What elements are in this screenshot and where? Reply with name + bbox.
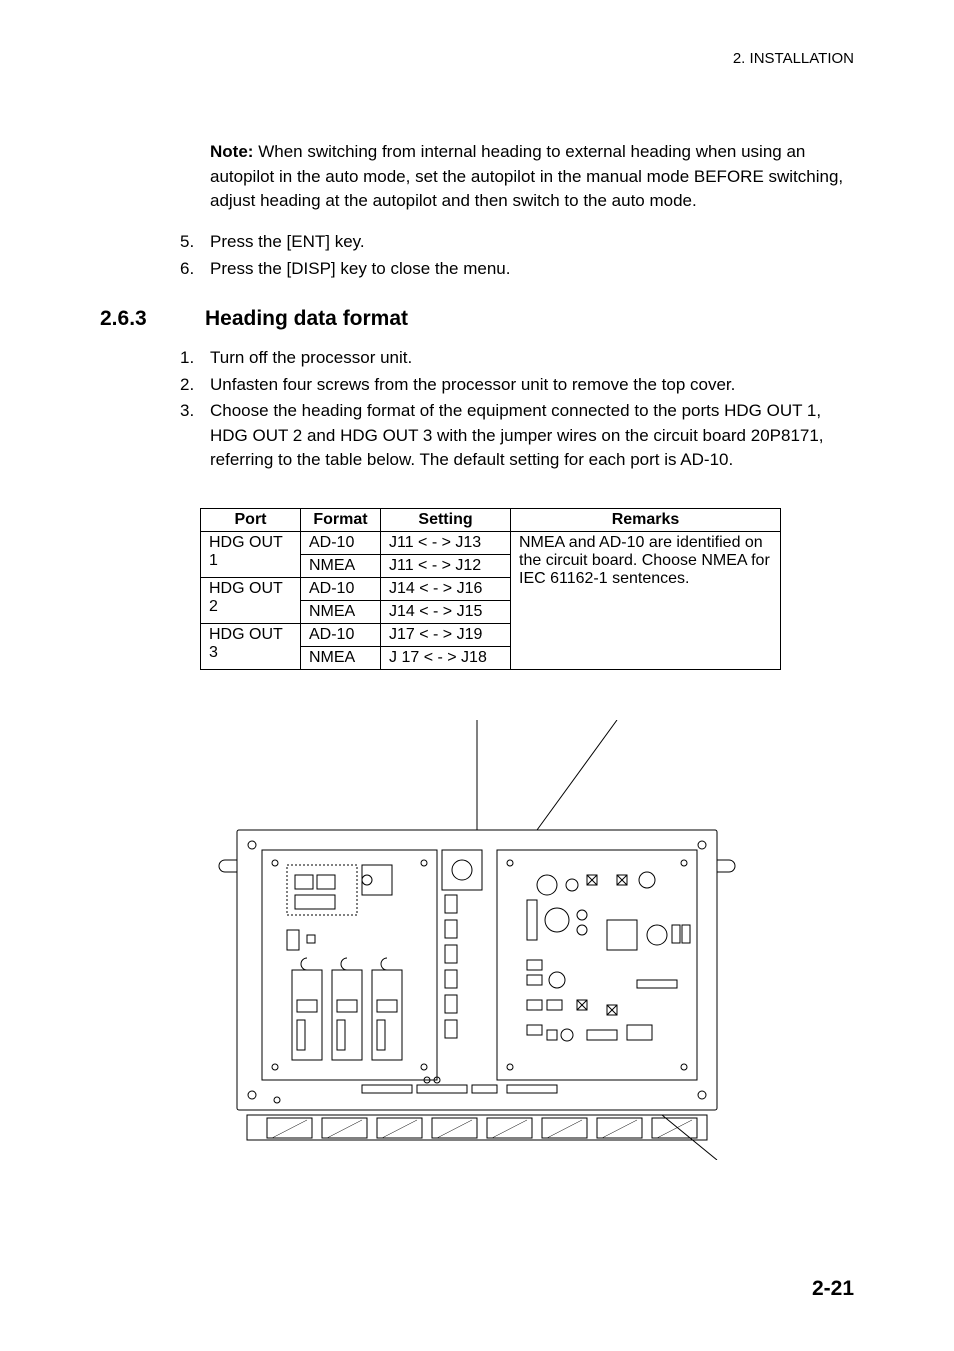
cell-format: NMEA — [301, 555, 381, 578]
cell-port: HDG OUT 2 — [201, 578, 301, 624]
cell-setting: J14 < - > J16 — [381, 578, 511, 601]
step-item: 3. Choose the heading format of the equi… — [180, 399, 854, 473]
page-number: 2-21 — [812, 1277, 854, 1301]
table-row: HDG OUT 1 AD-10 J11 < - > J13 NMEA and A… — [201, 532, 781, 555]
cell-port: HDG OUT 1 — [201, 532, 301, 578]
step-item: 2. Unfasten four screws from the process… — [180, 373, 854, 398]
chapter-header: 2. INSTALLATION — [733, 50, 854, 67]
col-setting: Setting — [381, 509, 511, 532]
cell-setting: J14 < - > J15 — [381, 601, 511, 624]
step-text: Turn off the processor unit. — [210, 346, 854, 371]
col-format: Format — [301, 509, 381, 532]
step-item: 1. Turn off the processor unit. — [180, 346, 854, 371]
step-item: 6. Press the [DISP] key to close the men… — [180, 256, 854, 282]
cell-format: NMEA — [301, 647, 381, 670]
note-text: When switching from internal heading to … — [210, 142, 843, 210]
step-text: Unfasten four screws from the processor … — [210, 373, 854, 398]
col-port: Port — [201, 509, 301, 532]
table-header-row: Port Format Setting Remarks — [201, 509, 781, 532]
pcb-schematic-svg — [217, 720, 737, 1160]
cell-format: AD-10 — [301, 578, 381, 601]
section-heading: 2.6.3 Heading data format — [100, 307, 854, 331]
step-number: 2. — [180, 373, 210, 398]
step-text: Press the [ENT] key. — [210, 229, 854, 255]
step-number: 3. — [180, 399, 210, 473]
steps-continued: 5. Press the [ENT] key. 6. Press the [DI… — [180, 229, 854, 282]
step-text: Press the [DISP] key to close the menu. — [210, 256, 854, 282]
step-item: 5. Press the [ENT] key. — [180, 229, 854, 255]
cell-remarks: NMEA and AD-10 are identified on the cir… — [511, 532, 781, 670]
steps-list: 1. Turn off the processor unit. 2. Unfas… — [180, 346, 854, 473]
step-number: 1. — [180, 346, 210, 371]
cell-format: AD-10 — [301, 624, 381, 647]
step-number: 6. — [180, 256, 210, 282]
jumper-settings-table: Port Format Setting Remarks HDG OUT 1 AD… — [200, 508, 781, 670]
note-label: Note: — [210, 142, 253, 161]
cell-format: AD-10 — [301, 532, 381, 555]
cell-port: HDG OUT 3 — [201, 624, 301, 670]
page-content: Note: When switching from internal headi… — [100, 140, 854, 1165]
cell-setting: J17 < - > J19 — [381, 624, 511, 647]
step-number: 5. — [180, 229, 210, 255]
note-block: Note: When switching from internal headi… — [210, 140, 854, 214]
pcb-diagram — [217, 720, 737, 1165]
step-text: Choose the heading format of the equipme… — [210, 399, 854, 473]
section-title: Heading data format — [205, 307, 408, 331]
cell-format: NMEA — [301, 601, 381, 624]
section-number: 2.6.3 — [100, 307, 205, 331]
cell-setting: J11 < - > J13 — [381, 532, 511, 555]
cell-setting: J 17 < - > J18 — [381, 647, 511, 670]
cell-setting: J11 < - > J12 — [381, 555, 511, 578]
col-remarks: Remarks — [511, 509, 781, 532]
